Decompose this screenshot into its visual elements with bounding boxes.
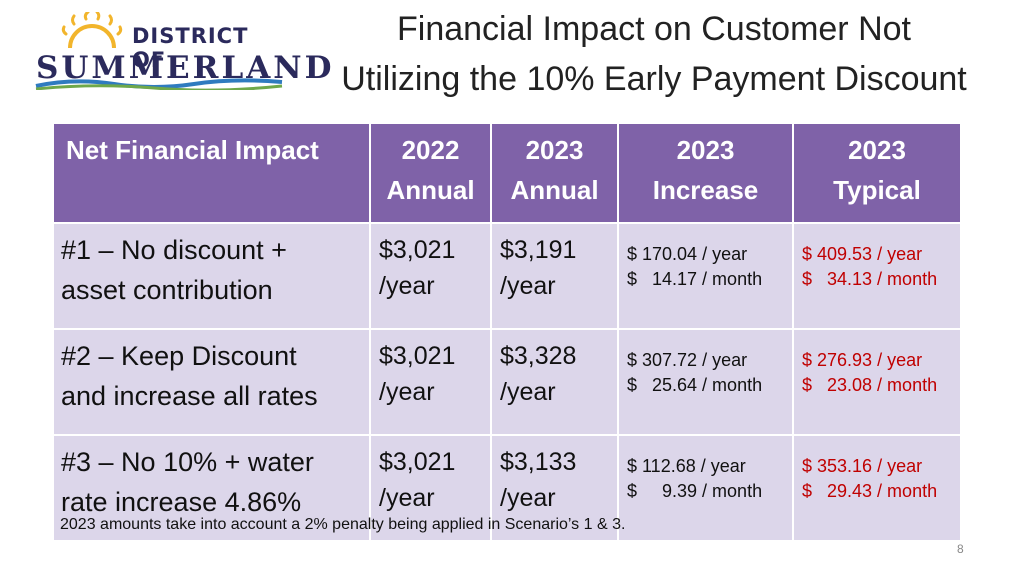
- annual-2023-cell: $3,191 /year: [490, 222, 619, 330]
- scenario-cell: #1 – No discount + asset contribution: [52, 222, 371, 330]
- page-number: 8: [957, 542, 964, 556]
- header-2023-increase: 2023 Increase: [617, 122, 794, 224]
- title-line-2: Utilizing the 10% Early Payment Discount: [341, 60, 967, 98]
- header-net-financial-impact: Net Financial Impact: [52, 122, 371, 224]
- amount: $3,021: [379, 448, 456, 476]
- header-label: 2023: [676, 135, 735, 165]
- scenario-label: asset contribution: [61, 275, 273, 305]
- scenario-label: #3 – No 10% + water: [61, 447, 314, 477]
- per-year: $ 112.68 / year: [627, 456, 746, 476]
- annual-2022-cell: $3,021 /year: [369, 222, 492, 330]
- header-label: Annual: [386, 175, 475, 205]
- scenario-label: rate increase 4.86%: [61, 487, 302, 517]
- header-label: Increase: [652, 175, 759, 205]
- per-month: $ 34.13 / month: [802, 269, 938, 289]
- annual-2022-cell: $3,021 /year: [369, 434, 492, 542]
- header-2022-annual: 2022 Annual: [369, 122, 492, 224]
- amount: $3,021: [379, 236, 456, 264]
- page-title: Financial Impact on Customer Not Utilizi…: [296, 4, 1012, 104]
- unit: /year: [500, 484, 556, 512]
- wave-icon: [35, 78, 283, 90]
- header-label: Typical: [833, 175, 921, 205]
- unit: /year: [500, 272, 556, 300]
- amount: $3,328: [500, 342, 577, 370]
- header-label: 2023: [525, 135, 584, 165]
- per-month: $ 9.39 / month: [627, 481, 763, 501]
- increase-cell: $ 307.72 / year $ 25.64 / month: [617, 328, 794, 436]
- scenario-label: and increase all rates: [61, 381, 318, 411]
- amount: $3,021: [379, 342, 456, 370]
- header-label: 2022: [401, 135, 460, 165]
- annual-2022-cell: $3,021 /year: [369, 328, 492, 436]
- annual-2023-cell: $3,133 /year: [490, 434, 619, 542]
- typical-cell: $ 353.16 / year $ 29.43 / month: [792, 434, 962, 542]
- scenario-cell: #3 – No 10% + water rate increase 4.86%: [52, 434, 371, 542]
- per-year: $ 353.16 / year: [802, 456, 923, 476]
- district-logo: DISTRICT OF SUMMERLAND: [28, 8, 332, 90]
- unit: /year: [379, 484, 435, 512]
- amount: $3,191: [500, 236, 577, 264]
- increase-cell: $ 170.04 / year $ 14.17 / month: [617, 222, 794, 330]
- typical-cell: $ 276.93 / year $ 23.08 / month: [792, 328, 962, 436]
- financial-impact-table: Net Financial Impact 2022 Annual 2023 An…: [52, 122, 962, 542]
- per-year: $ 170.04 / year: [627, 244, 748, 264]
- table-row: #2 – Keep Discount and increase all rate…: [52, 328, 962, 436]
- per-month: $ 23.08 / month: [802, 375, 938, 395]
- header-label: Net Financial Impact: [66, 135, 319, 165]
- header-2023-typical: 2023 Typical: [792, 122, 962, 224]
- unit: /year: [500, 378, 556, 406]
- per-month: $ 29.43 / month: [802, 481, 938, 501]
- per-year: $ 276.93 / year: [802, 350, 923, 370]
- per-year: $ 409.53 / year: [802, 244, 923, 264]
- table-row: #3 – No 10% + water rate increase 4.86% …: [52, 434, 962, 542]
- footnote: 2023 amounts take into account a 2% pena…: [60, 516, 626, 533]
- title-line-1: Financial Impact on Customer Not: [397, 10, 911, 48]
- annual-2023-cell: $3,328 /year: [490, 328, 619, 436]
- scenario-label: #2 – Keep Discount: [61, 341, 297, 371]
- table-row: #1 – No discount + asset contribution $3…: [52, 222, 962, 330]
- unit: /year: [379, 378, 435, 406]
- amount: $3,133: [500, 448, 577, 476]
- unit: /year: [379, 272, 435, 300]
- header-row: Net Financial Impact 2022 Annual 2023 An…: [52, 122, 962, 224]
- scenario-label: #1 – No discount +: [61, 235, 287, 265]
- header-label: 2023: [848, 135, 906, 165]
- header-2023-annual: 2023 Annual: [490, 122, 619, 224]
- per-year: $ 307.72 / year: [627, 350, 748, 370]
- logo-text-district: DISTRICT OF: [132, 24, 249, 72]
- per-month: $ 25.64 / month: [627, 375, 763, 395]
- increase-cell: $ 112.68 / year $ 9.39 / month: [617, 434, 794, 542]
- per-month: $ 14.17 / month: [627, 269, 763, 289]
- typical-cell: $ 409.53 / year $ 34.13 / month: [792, 222, 962, 330]
- scenario-cell: #2 – Keep Discount and increase all rate…: [52, 328, 371, 436]
- header-label: Annual: [510, 175, 599, 205]
- sun-icon: [61, 12, 123, 49]
